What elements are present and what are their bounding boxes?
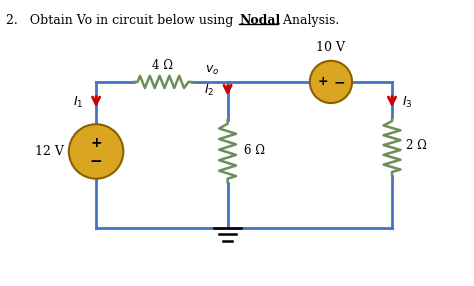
Text: 10 V: 10 V [317,41,346,54]
Text: +: + [90,136,102,150]
Text: $I_3$: $I_3$ [402,95,413,110]
Text: $I_2$: $I_2$ [204,83,214,98]
Text: 2.   Obtain Vo in circuit below using: 2. Obtain Vo in circuit below using [6,14,237,27]
Text: $v_o$: $v_o$ [205,64,220,77]
Text: 2 Ω: 2 Ω [406,139,427,152]
Text: 12 V: 12 V [35,145,64,158]
Text: Analysis.: Analysis. [279,14,339,27]
Text: 6 Ω: 6 Ω [244,144,265,156]
Text: −: − [333,75,345,89]
Text: Nodal: Nodal [239,14,281,27]
Circle shape [310,61,352,103]
Text: 4 Ω: 4 Ω [152,59,173,72]
Text: +: + [318,76,329,88]
Circle shape [69,124,123,179]
Text: $I_1$: $I_1$ [73,95,83,110]
Text: −: − [90,154,102,169]
